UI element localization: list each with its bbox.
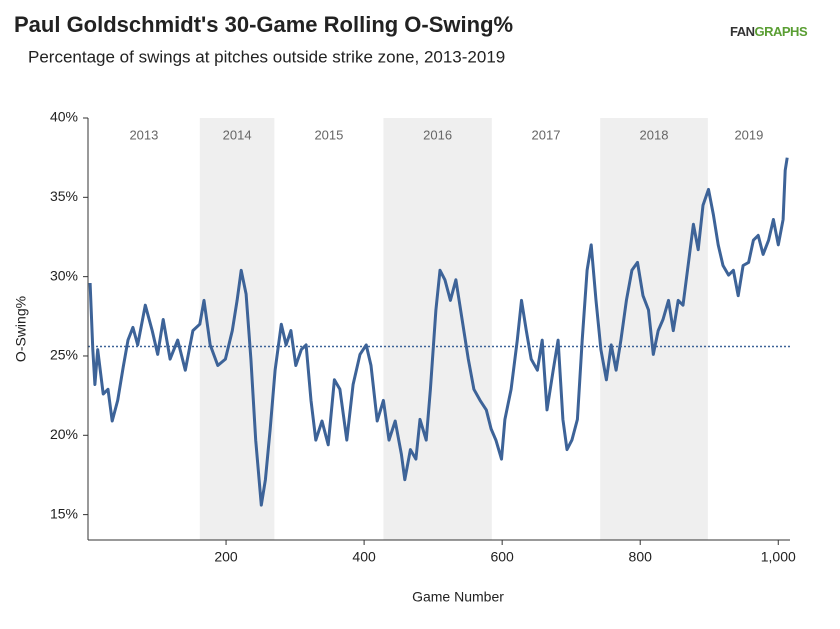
year-label: 2016	[423, 127, 452, 142]
y-tick-label: 30%	[50, 267, 78, 283]
year-band	[199, 118, 275, 540]
y-tick-label: 15%	[50, 505, 78, 521]
year-label: 2019	[734, 127, 763, 142]
year-label: 2013	[129, 127, 158, 142]
x-tick-label: 1,000	[761, 549, 796, 565]
year-label: 2017	[532, 127, 561, 142]
year-label: 2018	[640, 127, 669, 142]
year-label: 2015	[314, 127, 343, 142]
y-tick-label: 25%	[50, 347, 78, 363]
y-axis-label: O-Swing%	[13, 296, 29, 362]
x-tick-label: 400	[352, 549, 376, 565]
x-axis-label: Game Number	[412, 589, 504, 605]
chart-title: Paul Goldschmidt's 30-Game Rolling O-Swi…	[14, 12, 513, 37]
y-tick-label: 20%	[50, 426, 78, 442]
logo: FANGRAPHS	[730, 24, 808, 39]
y-tick-label: 35%	[50, 188, 78, 204]
logo-part: GRAPHS	[755, 24, 808, 39]
y-tick-label: 40%	[50, 109, 78, 125]
year-band	[600, 118, 708, 540]
year-band	[383, 118, 492, 540]
x-tick-label: 200	[214, 549, 238, 565]
data-line	[88, 157, 789, 507]
logo-part: FAN	[730, 24, 755, 39]
x-tick-label: 600	[490, 549, 514, 565]
x-tick-label: 800	[629, 549, 653, 565]
chart-subtitle: Percentage of swings at pitches outside …	[28, 47, 505, 66]
year-label: 2014	[223, 127, 252, 142]
